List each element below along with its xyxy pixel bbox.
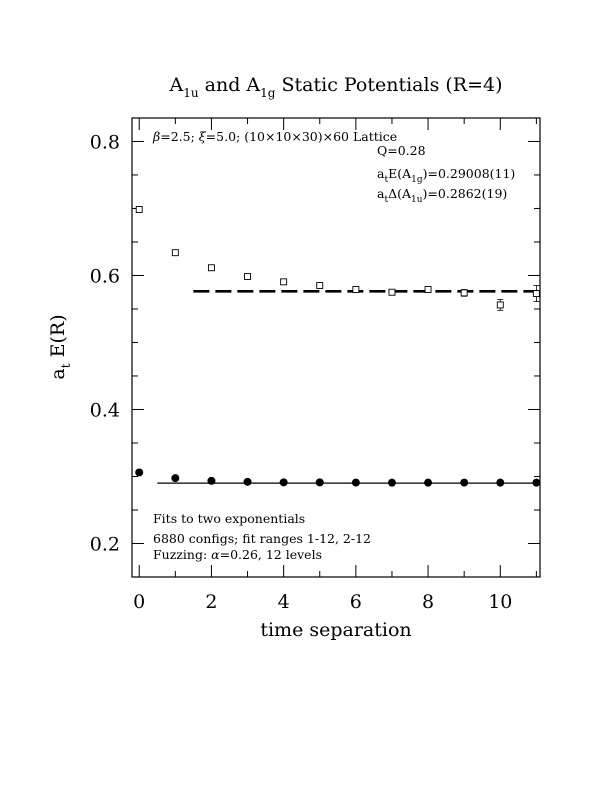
x-tick-label: 8 <box>422 591 434 613</box>
data-point-circle <box>243 477 252 486</box>
data-point-circle <box>279 478 288 487</box>
data-point-square <box>496 301 504 309</box>
x-axis-label: time separation <box>260 619 411 641</box>
plot-frame <box>131 117 541 578</box>
data-point-square <box>207 264 215 272</box>
data-point-square <box>424 286 432 293</box>
data-point-circle <box>532 478 541 487</box>
data-markers <box>135 206 541 487</box>
y-tick-label: 0.8 <box>90 131 120 153</box>
data-point-square <box>244 273 251 280</box>
data-point-square <box>316 282 324 289</box>
data-point-circle <box>351 478 360 487</box>
lattice-annotation: β=2.5; ξ=5.0; (10×10×30)×60 Lattice <box>152 129 397 144</box>
data-point-square <box>532 290 540 298</box>
data-point-circle <box>387 478 396 487</box>
data-point-circle <box>135 468 144 477</box>
data-point-circle <box>460 478 469 487</box>
data-point-square <box>135 206 143 213</box>
data-point-circle <box>207 476 216 485</box>
y-axis-label: at E(R) <box>47 314 73 379</box>
data-point-square <box>171 249 179 257</box>
energy-annotation: atE(A1g)=0.29008(11) <box>377 166 515 185</box>
y-tick-label: 0.2 <box>90 533 120 555</box>
x-tick-label: 2 <box>205 591 217 613</box>
data-point-square <box>280 278 288 286</box>
configs-annotation: 6880 configs; fit ranges 1-12, 2-12 <box>153 531 371 546</box>
tick-labels: 0 2 4 6 8 10 0.2 0.4 0.6 0.8 <box>90 131 513 613</box>
q-annotation: Q=0.28 <box>377 143 426 158</box>
data-point-circle <box>496 478 505 487</box>
x-tick-label: 10 <box>488 591 512 613</box>
chart-title: A1u and A1g Static Potentials (R=4) <box>169 74 503 100</box>
y-tick-label: 0.4 <box>90 399 120 421</box>
data-point-square <box>460 289 468 297</box>
delta-annotation: atΔ(A1u)=0.2862(19) <box>377 186 507 205</box>
data-point-circle <box>424 478 433 487</box>
x-tick-label: 4 <box>278 591 290 613</box>
data-point-circle <box>315 478 324 487</box>
x-tick-label: 0 <box>133 591 145 613</box>
data-point-circle <box>171 474 180 483</box>
fuzzing-annotation: Fuzzing: α=0.26, 12 levels <box>153 547 322 562</box>
axis-ticks <box>132 118 540 577</box>
fit-lines <box>157 290 540 484</box>
fits-annotation: Fits to two exponentials <box>153 511 305 526</box>
x-tick-label: 6 <box>350 591 362 613</box>
data-point-square <box>388 288 396 296</box>
data-point-square <box>352 286 360 293</box>
y-tick-label: 0.6 <box>90 265 120 287</box>
